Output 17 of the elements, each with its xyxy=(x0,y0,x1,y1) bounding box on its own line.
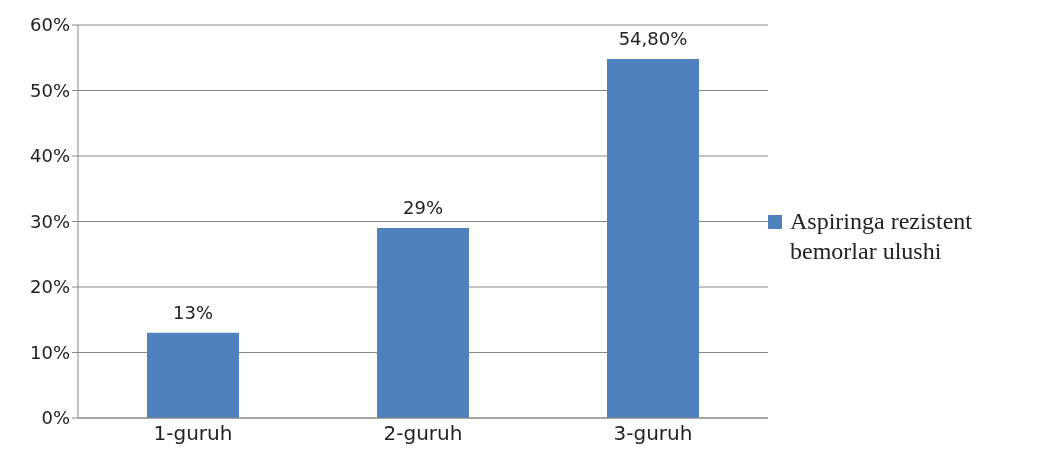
x-tick-label: 1-guruh xyxy=(153,421,233,446)
x-tick-label: 3-guruh xyxy=(613,421,693,446)
y-tick-label: 40% xyxy=(29,145,70,167)
data-label: 13% xyxy=(172,301,214,323)
data-label: 54,80% xyxy=(618,28,688,50)
y-tick-label: 10% xyxy=(29,341,70,363)
x-tick-label: 2-guruh xyxy=(383,421,463,446)
y-tick-label: 0% xyxy=(41,407,70,429)
bar xyxy=(377,228,469,418)
legend-label: Aspiringa rezistent bemorlar ulushi xyxy=(789,206,973,266)
y-tick-label: 50% xyxy=(29,79,70,101)
bar xyxy=(147,332,239,418)
y-tick-label: 60% xyxy=(29,14,70,36)
bar xyxy=(607,59,699,418)
data-label: 29% xyxy=(402,197,444,219)
y-tick-label: 20% xyxy=(29,276,70,298)
y-tick-label: 30% xyxy=(29,210,70,232)
